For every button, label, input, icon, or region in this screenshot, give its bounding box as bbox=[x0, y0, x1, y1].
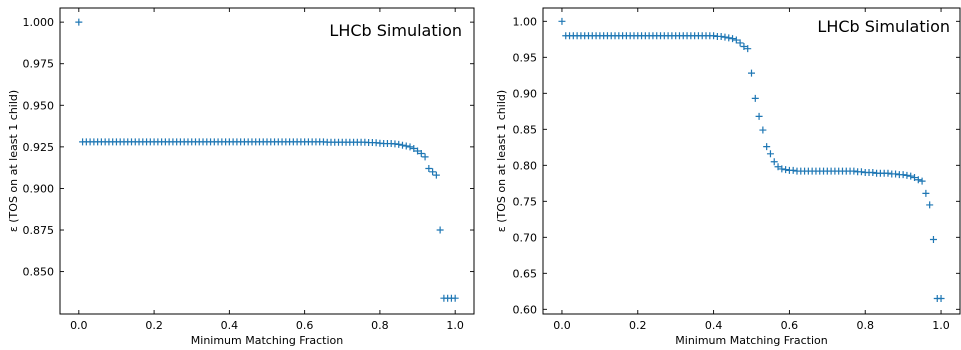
data-point bbox=[736, 39, 744, 47]
x-axis-label: Minimum Matching Fraction bbox=[675, 334, 827, 347]
lhcb-simulation-label: LHCb Simulation bbox=[817, 17, 950, 36]
data-point bbox=[406, 143, 414, 151]
x-tick-label: 0.8 bbox=[856, 319, 874, 332]
y-axis-label: ε (TOS on at least 1 child) bbox=[7, 90, 20, 232]
y-tick-label: 1.00 bbox=[513, 15, 538, 28]
data-point bbox=[922, 189, 930, 197]
x-tick-label: 0.8 bbox=[371, 319, 389, 332]
x-axis-label: Minimum Matching Fraction bbox=[191, 334, 343, 347]
y-tick-label: 1.000 bbox=[23, 16, 55, 29]
data-point bbox=[899, 171, 907, 179]
data-point bbox=[892, 170, 900, 178]
data-point bbox=[421, 153, 429, 161]
y-tick-label: 0.65 bbox=[513, 267, 538, 280]
y-tick-label: 0.950 bbox=[23, 99, 55, 112]
data-point bbox=[432, 171, 440, 179]
data-point bbox=[759, 126, 767, 134]
data-point bbox=[770, 158, 778, 166]
data-point bbox=[436, 226, 444, 234]
x-tick-label: 1.0 bbox=[932, 319, 950, 332]
x-tick-label: 0.0 bbox=[70, 319, 88, 332]
data-point bbox=[903, 171, 911, 179]
data-point bbox=[929, 235, 937, 243]
data-point bbox=[75, 18, 83, 26]
x-tick-label: 0.0 bbox=[553, 319, 571, 332]
data-point bbox=[763, 143, 771, 151]
plot-frame bbox=[542, 7, 961, 315]
data-point bbox=[884, 169, 892, 177]
data-point bbox=[907, 172, 915, 180]
y-tick-label: 0.900 bbox=[23, 182, 55, 195]
left-plot-panel: 0.0 0.2 0.4 0.6 0.8 1.0 0.850 0.875 0.900 0.925 0.… bbox=[7, 7, 475, 347]
data-point bbox=[744, 45, 752, 53]
data-point bbox=[417, 150, 425, 158]
y-tick-label: 0.75 bbox=[513, 195, 538, 208]
lhcb-simulation-label: LHCb Simulation bbox=[329, 21, 462, 40]
data-point bbox=[857, 168, 865, 176]
data-point bbox=[729, 35, 737, 43]
x-tick-label: 0.6 bbox=[781, 319, 799, 332]
data-point bbox=[755, 112, 763, 120]
data-point bbox=[918, 177, 926, 185]
y-tick-label: 0.95 bbox=[513, 51, 538, 64]
data-point bbox=[425, 164, 433, 172]
data-point bbox=[740, 43, 748, 51]
x-tick-label: 0.4 bbox=[221, 319, 239, 332]
data-point bbox=[869, 169, 877, 177]
data-point bbox=[850, 167, 858, 175]
data-point bbox=[717, 32, 725, 40]
data-point bbox=[911, 174, 919, 182]
data-point bbox=[429, 168, 437, 176]
y-axis-label: ε (TOS on at least 1 child) bbox=[495, 90, 508, 232]
y-tick-label: 0.90 bbox=[513, 87, 538, 100]
x-tick-label: 0.2 bbox=[145, 319, 163, 332]
y-tick-label: 0.975 bbox=[23, 58, 55, 71]
y-tick-label: 0.70 bbox=[513, 231, 538, 244]
data-point bbox=[732, 36, 740, 44]
data-point bbox=[766, 150, 774, 158]
data-point bbox=[782, 166, 790, 174]
y-tick-label: 0.60 bbox=[513, 303, 538, 316]
data-point bbox=[914, 176, 922, 184]
data-point bbox=[395, 140, 403, 148]
data-point bbox=[937, 295, 945, 303]
y-tick-label: 0.875 bbox=[23, 224, 55, 237]
data-point bbox=[410, 145, 418, 153]
data-point bbox=[414, 147, 422, 155]
data-point bbox=[778, 165, 786, 173]
data-point bbox=[402, 142, 410, 150]
data-point bbox=[774, 163, 782, 171]
data-point bbox=[398, 141, 406, 149]
x-tick-label: 0.4 bbox=[705, 319, 723, 332]
y-tick-label: 0.850 bbox=[23, 266, 55, 279]
data-point bbox=[748, 69, 755, 77]
plot-frame bbox=[59, 7, 475, 315]
x-tick-label: 1.0 bbox=[446, 319, 464, 332]
y-tick-label: 0.80 bbox=[513, 159, 538, 172]
y-tick-label: 0.925 bbox=[23, 141, 55, 154]
data-point bbox=[789, 166, 797, 174]
x-tick-label: 0.6 bbox=[296, 319, 314, 332]
data-point bbox=[558, 17, 566, 25]
data-point bbox=[926, 201, 934, 209]
data-point bbox=[725, 34, 733, 42]
x-tick-label: 0.2 bbox=[629, 319, 647, 332]
data-point bbox=[451, 294, 459, 302]
data-point bbox=[721, 33, 729, 41]
data-point bbox=[710, 32, 718, 40]
y-tick-label: 0.85 bbox=[513, 123, 538, 136]
right-plot-panel: 0.0 0.2 0.4 0.6 0.8 1.0 0.60 0.65 0.70 0.75 0.80 0.… bbox=[495, 7, 961, 347]
data-point bbox=[751, 94, 759, 102]
